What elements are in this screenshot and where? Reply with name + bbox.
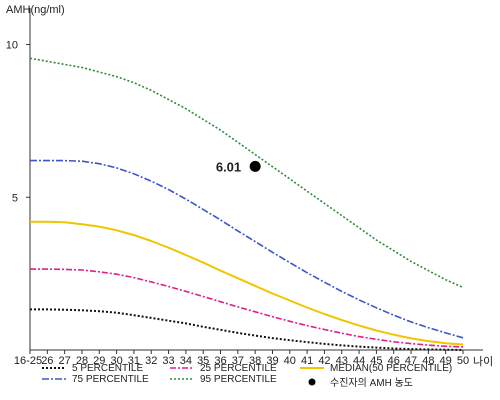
- x-tick-label: 40: [284, 355, 296, 367]
- x-tick-label: 47: [405, 355, 417, 367]
- series-line-25-percentile: [30, 268, 464, 348]
- x-tick-label: 28: [76, 355, 88, 367]
- x-tick-label: 35: [197, 355, 209, 367]
- x-tick-label: 39: [266, 355, 278, 367]
- x-tick-label: 50: [457, 355, 469, 367]
- legend-swatch-patient-point: [308, 378, 316, 386]
- x-tick-label: 43: [336, 355, 348, 367]
- x-tick-label: 27: [59, 355, 71, 367]
- patient-amh-value-label: 6.01: [216, 159, 241, 174]
- patient-amh-point: [249, 160, 261, 172]
- series-line-95-percentile: [29, 57, 464, 289]
- x-tick-label: 33: [162, 355, 174, 367]
- x-tick-label: 49: [440, 355, 452, 367]
- x-tick-label: 38: [249, 355, 261, 367]
- x-axis-title: 나이: [473, 355, 493, 368]
- x-tick-label: 16-25: [14, 355, 42, 367]
- legend-label-5-percentile: 5 PERCENTILE: [72, 363, 143, 374]
- legend-label-95-percentile: 95 PERCENTILE: [200, 374, 277, 385]
- x-tick-label: 30: [110, 355, 122, 367]
- x-tick-label: 42: [318, 355, 330, 367]
- x-tick-label: 45: [370, 355, 382, 367]
- legend-label-patient-point: 수진자의 AMH 농도: [330, 377, 413, 389]
- x-tick-label: 29: [93, 355, 105, 367]
- x-tick-label: 31: [128, 355, 140, 367]
- y-tick-label: 10: [6, 40, 18, 52]
- series-lines: [29, 57, 464, 351]
- axes: 5 10 16-25 26 27 28 29 30 31 32 33 34 35 36 37 38 39 40 41…: [6, 4, 494, 368]
- x-tick-label: 46: [388, 355, 400, 367]
- y-axis-title: AMH(ng/ml): [6, 4, 65, 16]
- series-line-75-percentile: [30, 159, 464, 339]
- x-tick-label: 32: [145, 355, 157, 367]
- series-line-5-percentile: [30, 308, 464, 351]
- x-tick-label: 34: [180, 355, 192, 367]
- x-tick-label: 41: [301, 355, 313, 367]
- legend-label-25-percentile: 25 PERCENTILE: [200, 363, 277, 374]
- patient-point-group: 6.01: [216, 159, 261, 174]
- y-tick-label: 5: [12, 192, 18, 204]
- legend-label-median-50-percentile: MEDIAN(50 PERCENTILE): [330, 363, 452, 374]
- x-tick-label: 44: [353, 355, 365, 367]
- x-tick-label: 48: [422, 355, 434, 367]
- legend-label-75-percentile: 75 PERCENTILE: [72, 374, 149, 385]
- x-tick-label: 36: [214, 355, 226, 367]
- x-tick-label: 37: [232, 355, 244, 367]
- x-tick-label: 26: [41, 355, 53, 367]
- legend: 5 PERCENTILE 25 PERCENTILE MEDIAN(50 PERCE…: [42, 363, 452, 389]
- series-line-median-50-percentile: [30, 220, 464, 346]
